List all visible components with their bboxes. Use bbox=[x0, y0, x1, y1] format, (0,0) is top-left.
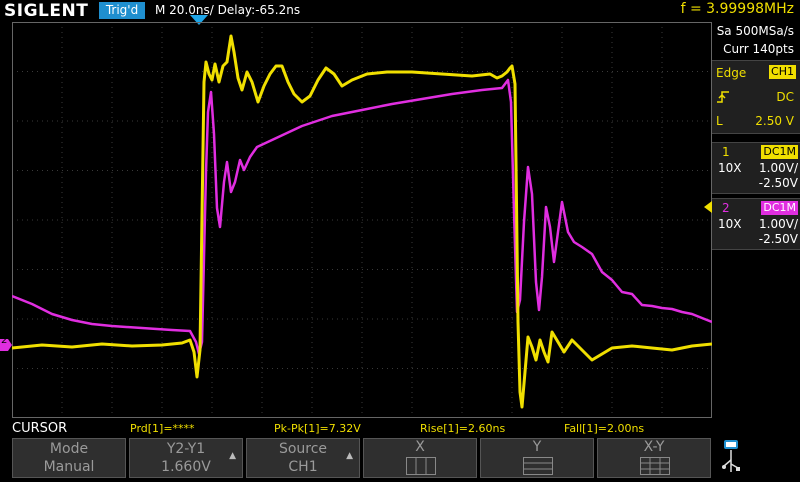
ch2-coupling-badge: DC1M bbox=[761, 201, 798, 215]
sample-rate: Sa 500MSa/s bbox=[716, 24, 794, 38]
ch1-scale: 1.00V/ bbox=[759, 161, 798, 175]
softkey-x[interactable]: X bbox=[363, 438, 477, 478]
brand-logo: SIGLENT bbox=[4, 1, 89, 21]
rising-edge-icon bbox=[716, 89, 730, 108]
trigger-status-badge: Trig'd bbox=[99, 2, 145, 19]
softkey-source-value: CH1 bbox=[288, 459, 318, 475]
measurement-fall: Fall[1]=2.00ns bbox=[564, 422, 645, 435]
softkey-x-y[interactable]: X-Y bbox=[597, 438, 711, 478]
ch2-waveform bbox=[12, 78, 712, 356]
delay-value: Delay:-65.2ns bbox=[217, 3, 301, 17]
adjust-knob-icon: ▲ bbox=[346, 451, 353, 461]
ch1-info-panel[interactable]: 1 DC1M 10X 1.00V/ -2.50V bbox=[712, 142, 800, 194]
trigger-source-badge: CH1 bbox=[769, 65, 796, 79]
ch1-offset: -2.50V bbox=[758, 176, 798, 190]
trigger-level-value: 2.50 V bbox=[755, 114, 794, 128]
trigger-type-label: Edge bbox=[716, 66, 747, 80]
softkey-x-y-label: X-Y bbox=[643, 439, 665, 455]
ch2-ground-marker-label: 2 bbox=[1, 335, 8, 346]
ch2-offset: -2.50V bbox=[758, 232, 798, 246]
softkey-mode-value: Manual bbox=[43, 459, 95, 475]
right-info-panel: Sa 500MSa/s Curr 140pts Edge CH1 DC L 2.… bbox=[712, 22, 800, 420]
current-points: Curr 140pts bbox=[723, 42, 794, 56]
ch1-probe: 10X bbox=[718, 161, 742, 175]
softkey-y2-y1-value: 1.660V bbox=[161, 459, 211, 475]
softkey-menu: Mode Manual Y2-Y1 1.660V ▲ Source CH1 ▲ … bbox=[0, 436, 800, 480]
softkey-y-label: Y bbox=[532, 439, 542, 455]
softkey-source[interactable]: Source CH1 ▲ bbox=[246, 438, 360, 478]
softkey-source-label: Source bbox=[278, 441, 328, 457]
softkey-mode[interactable]: Mode Manual bbox=[12, 438, 126, 478]
selected-channel-arrow-icon bbox=[704, 201, 712, 213]
usb-connection-icon bbox=[716, 438, 750, 478]
ch2-info-panel[interactable]: 2 DC1M 10X 1.00V/ -2.50V bbox=[712, 198, 800, 250]
ch2-probe: 10X bbox=[718, 217, 742, 231]
softkey-mode-label: Mode bbox=[49, 441, 89, 457]
ch1-coupling-badge: DC1M bbox=[761, 145, 798, 159]
frequency-counter: f = 3.99998MHz bbox=[680, 1, 794, 17]
ch1-waveform bbox=[12, 34, 712, 409]
grid bbox=[12, 22, 712, 418]
x-cursor-icon bbox=[406, 457, 436, 479]
timebase-value: M 20.0ns/ bbox=[155, 3, 214, 17]
ch2-number: 2 bbox=[722, 201, 730, 215]
y-cursor-icon bbox=[523, 457, 553, 479]
ch2-scale: 1.00V/ bbox=[759, 217, 798, 231]
ch1-number: 1 bbox=[722, 145, 730, 159]
top-status-bar: SIGLENT Trig'd M 20.0ns/ Delay:-65.2ns f… bbox=[0, 0, 800, 22]
xy-cursor-icon bbox=[640, 457, 670, 479]
measurement-period: Prd[1]=**** bbox=[130, 422, 195, 435]
measurement-rise: Rise[1]=2.60ns bbox=[420, 422, 506, 435]
trigger-position-marker-icon[interactable] bbox=[190, 15, 208, 25]
waveform-display[interactable] bbox=[12, 22, 712, 418]
trigger-coupling: DC bbox=[776, 90, 794, 104]
softkey-y[interactable]: Y bbox=[480, 438, 594, 478]
adjust-knob-icon: ▲ bbox=[229, 451, 236, 461]
softkey-y2-y1-label: Y2-Y1 bbox=[166, 441, 206, 457]
cursor-measurement-bar: CURSOR Prd[1]=**** Pk-Pk[1]=7.32V Rise[1… bbox=[0, 420, 712, 436]
softkey-y2-y1[interactable]: Y2-Y1 1.660V ▲ bbox=[129, 438, 243, 478]
cursor-title: CURSOR bbox=[12, 421, 68, 436]
ch2-ground-marker[interactable]: 2 bbox=[0, 335, 12, 351]
trigger-level-label: L bbox=[716, 114, 723, 128]
trigger-info-panel[interactable]: Edge CH1 DC L 2.50 V bbox=[712, 60, 800, 134]
softkey-x-label: X bbox=[415, 439, 425, 455]
measurement-pk-pk: Pk-Pk[1]=7.32V bbox=[274, 422, 361, 435]
timebase-readout[interactable]: M 20.0ns/ Delay:-65.2ns bbox=[155, 3, 300, 17]
